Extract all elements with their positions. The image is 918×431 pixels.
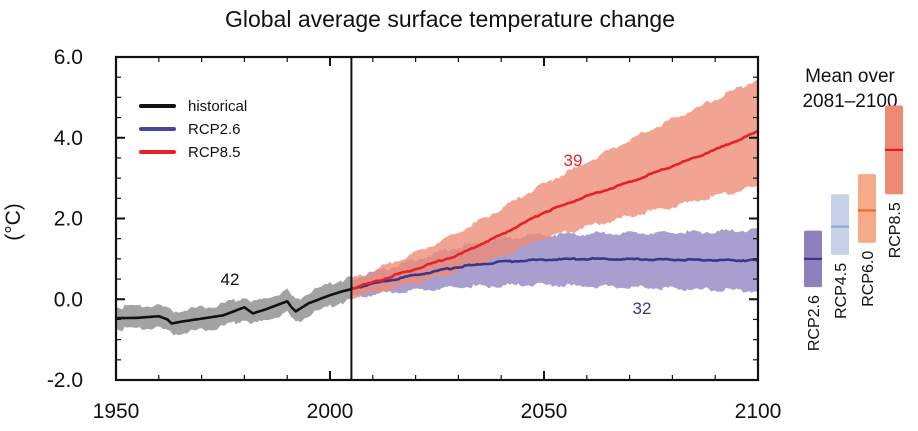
bar-label: RCP8.5 [887,202,904,258]
line-historical [116,287,352,325]
line-rcp26 [350,256,759,290]
y-tick-label: -2.0 [47,369,83,392]
side-panel-title-line2: 2081–2100 [802,91,897,112]
band-rcp85 [351,79,758,300]
side-panel-title-line1: Mean over [805,66,895,87]
y-axis-label: (°C) [2,203,25,241]
historical-model-count: 42 [221,270,240,289]
legend-label: RCP8.5 [188,144,241,161]
uncertainty-bands [116,79,758,336]
x-tick-label: 2000 [307,400,354,423]
x-tick-label: 2100 [735,400,782,423]
series-lines [116,129,759,325]
axes: 1950 2000 2050 2100 -2.0 0.0 2.0 4.0 6.0 [47,46,782,423]
chart-title: Global average surface temperature chang… [225,6,675,32]
x-tick-label: 2050 [521,400,568,423]
legend: historical RCP2.6 RCP8.5 [139,98,247,161]
band-rcp26 [351,228,758,298]
bar-rcp60 [858,174,876,243]
y-tick-label: 0.0 [54,288,83,311]
x-tick-label: 1950 [93,400,140,423]
bar-rcp45 [831,194,849,255]
rcp26-model-count: 32 [633,299,652,318]
legend-label: RCP2.6 [188,121,241,138]
bar-label: RCP4.5 [833,263,850,319]
legend-label: historical [188,98,247,115]
line-rcp85 [351,129,759,291]
y-tick-label: 2.0 [54,208,83,231]
bar-label: RCP6.0 [860,251,877,307]
band-historical [116,276,352,336]
y-tick-label: 6.0 [54,46,83,69]
y-tick-label: 4.0 [54,127,83,150]
rcp85-model-count: 39 [564,151,583,170]
bar-label: RCP2.6 [806,295,823,351]
side-panel-bars: RCP2.6 RCP4.5 RCP6.0 RCP8.5 [804,105,904,351]
